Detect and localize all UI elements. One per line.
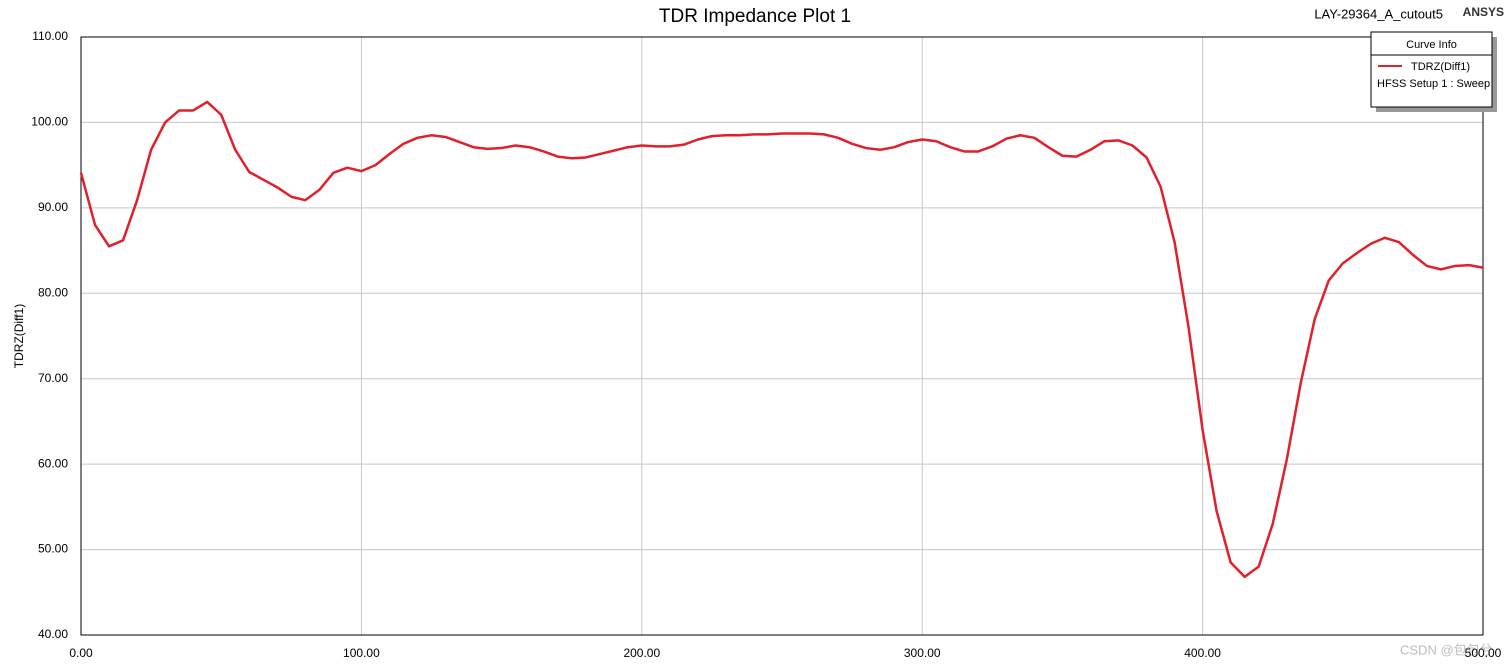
y-tick-label: 90.00: [38, 200, 68, 214]
legend-entry: TDRZ(Diff1): [1411, 61, 1470, 73]
x-tick-label: 500.00: [1465, 646, 1502, 660]
y-tick-label: 100.00: [31, 115, 68, 129]
data-line: [79, 100, 1484, 579]
x-tick-label: 400.00: [1184, 646, 1221, 660]
project-name: LAY-29364_A_cutout5: [1314, 6, 1443, 21]
y-tick-label: 50.00: [38, 542, 68, 556]
y-tick-label: 60.00: [38, 456, 68, 470]
plot-frame: [80, 36, 1484, 636]
chart-title: TDR Impedance Plot 1: [659, 6, 851, 27]
x-tick-label: 0.00: [69, 646, 93, 660]
brand: ANSYS: [1463, 5, 1504, 19]
y-axis-label: TDRZ(Diff1): [12, 304, 26, 368]
y-tick-label: 70.00: [38, 371, 68, 385]
legend-title: Curve Info: [1406, 39, 1457, 51]
x-tick-label: 200.00: [623, 646, 660, 660]
x-tick-label: 300.00: [904, 646, 941, 660]
watermark: CSDN @包包兮: [1400, 642, 1493, 657]
x-tick-label: 100.00: [343, 646, 380, 660]
y-tick-label: 40.00: [38, 627, 68, 641]
legend-source: HFSS Setup 1 : Sweep: [1377, 78, 1490, 90]
y-tick-label: 110.00: [32, 29, 68, 43]
legend-box: [1370, 31, 1493, 108]
y-tick-label: 80.00: [38, 285, 68, 299]
